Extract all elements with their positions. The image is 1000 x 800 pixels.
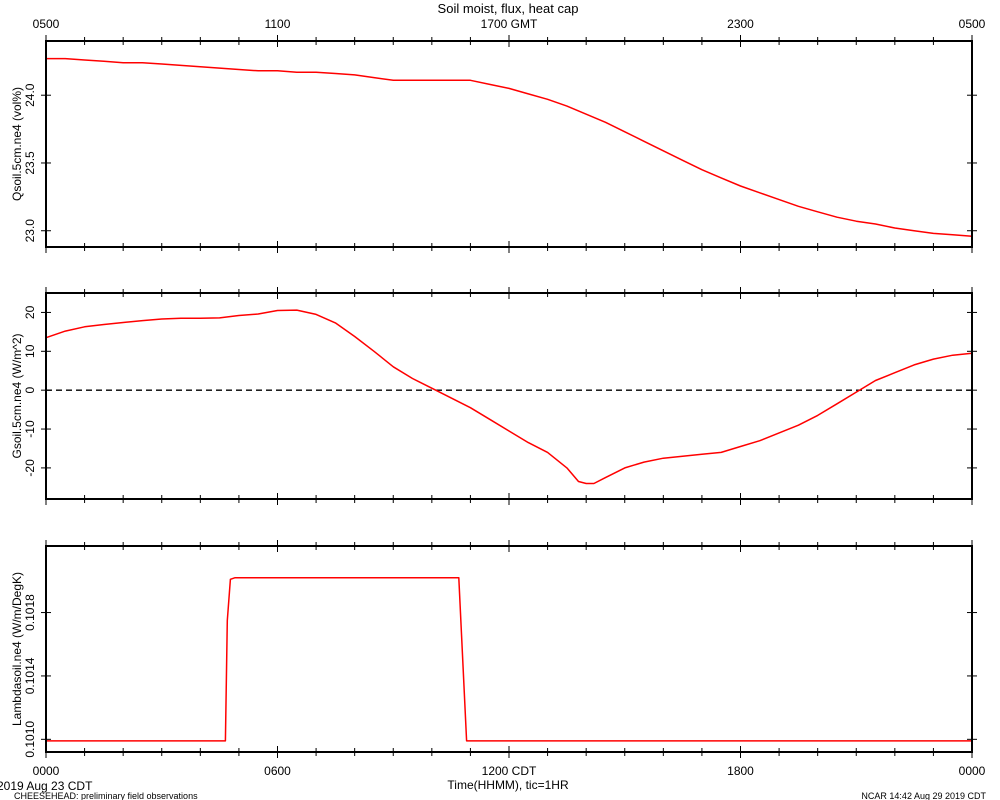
- top-tick-label: 2300: [727, 17, 754, 31]
- y-tick-label: 24.0: [23, 83, 37, 107]
- footer-stamp: NCAR 14:42 Aug 29 2019 CDT: [861, 791, 986, 800]
- y-tick-label: 0.1018: [23, 594, 37, 631]
- top-tick-label: 1100: [265, 17, 291, 31]
- plot-frame: [45, 545, 973, 753]
- y-axis-label: Qsoil.5cm.ne4 (vol%): [10, 87, 24, 201]
- y-tick-label: 0: [23, 387, 37, 394]
- plot-frame: [45, 292, 973, 500]
- y-tick-label: 23.5: [23, 151, 37, 175]
- chart-title: Soil moist, flux, heat cap: [438, 1, 579, 16]
- bottom-tick-label: 0000: [959, 764, 986, 778]
- plot-frame: [45, 40, 973, 248]
- top-tick-label: 0500: [959, 17, 986, 31]
- top-axis-labels: 0500 1100 1700 GMT 2300 0500: [33, 17, 986, 31]
- x-axis-label: Time(HHMM), tic=1HR: [447, 778, 569, 792]
- y-tick-label: 23.0: [23, 219, 37, 243]
- y-axis-label: Gsoil.5cm.ne4 (W/m^2): [10, 334, 24, 459]
- y-tick-label: 20: [23, 305, 37, 319]
- bottom-tick-label: 0000: [33, 764, 60, 778]
- y-tick-label: -10: [23, 420, 37, 438]
- top-tick-label: 0500: [33, 17, 60, 31]
- bottom-axis-labels: 0000 0600 1200 CDT 1800 0000: [33, 764, 986, 778]
- y-tick-label: 0.1014: [23, 657, 37, 694]
- y-tick-label: 10: [23, 344, 37, 358]
- bottom-tick-label: 1200 CDT: [482, 764, 537, 778]
- panel-2: -20 -10 0 10 20 Gsoil.5cm.ne4 (W/m^2): [10, 287, 977, 505]
- y-tick-label: -20: [23, 459, 37, 477]
- footer-date: 2019 Aug 23 CDT: [0, 779, 93, 793]
- series-line: [45, 309, 973, 485]
- footer-project: CHEESEHEAD: preliminary field observatio…: [14, 791, 198, 800]
- bottom-tick-label: 1800: [727, 764, 754, 778]
- bottom-tick-label: 0600: [264, 764, 291, 778]
- y-axis-label: Lambdasoil.ne4 (W/m/DegK): [10, 572, 24, 726]
- y-tick-label: 0.1010: [23, 721, 37, 758]
- top-tick-label: 1700 GMT: [481, 17, 538, 31]
- series-line: [46, 57, 973, 237]
- series-line: [46, 576, 972, 742]
